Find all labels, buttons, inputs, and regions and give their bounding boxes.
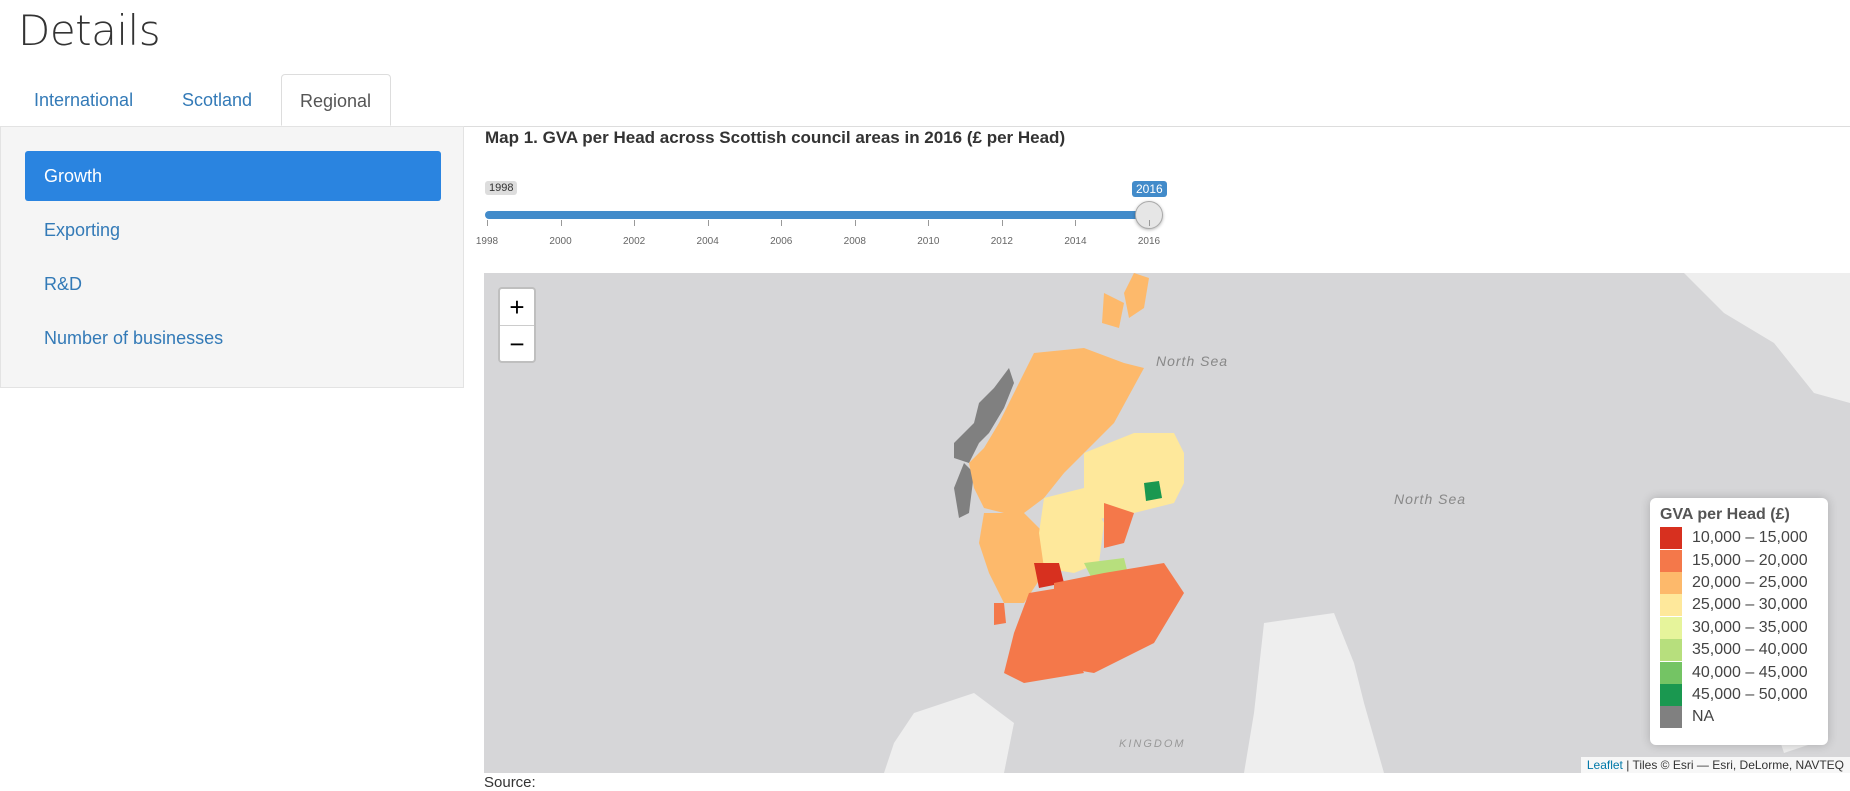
slider-tick (707, 220, 709, 226)
angus-region (1104, 503, 1134, 548)
dumfries-region (1004, 588, 1084, 683)
slider-tick-label: 2006 (770, 236, 793, 247)
leaflet-link[interactable]: Leaflet (1586, 758, 1623, 772)
legend-item: 35,000 – 40,000 (1660, 639, 1818, 662)
legend-swatch (1660, 527, 1682, 550)
legend-label: 10,000 – 15,000 (1692, 529, 1808, 547)
legend-label: 35,000 – 40,000 (1692, 641, 1808, 659)
slider-tick (1149, 220, 1150, 226)
slider-tick-label: 2000 (549, 236, 572, 247)
slider-tick-label: 2002 (622, 236, 646, 247)
legend-item: 40,000 – 45,000 (1660, 661, 1818, 684)
legend-label: 15,000 – 20,000 (1692, 551, 1808, 569)
legend-title: GVA per Head (£) (1660, 506, 1790, 523)
slider-tick (487, 220, 488, 226)
slider-tick-label: 2016 (1137, 236, 1161, 247)
legend-label: 30,000 – 35,000 (1692, 618, 1808, 636)
map-title: Map 1. GVA per Head across Scottish coun… (485, 128, 1066, 147)
legend-label: NA (1692, 708, 1715, 726)
sidebar-item-exporting[interactable]: Exporting (44, 220, 121, 240)
legend-label: 20,000 – 25,000 (1692, 573, 1808, 591)
legend-item: 30,000 – 35,000 (1660, 616, 1818, 639)
tab-bar: International Scotland Regional (16, 74, 1850, 127)
england-land (1244, 613, 1384, 773)
legend-label: 25,000 – 30,000 (1692, 596, 1808, 614)
slider-tick (928, 220, 930, 226)
sidebar: Growth Exporting R&D Number of businesse… (0, 126, 464, 388)
arran-region (994, 603, 1006, 625)
slider-tick-label: 2012 (990, 236, 1013, 247)
glasgow-region (1034, 563, 1064, 588)
legend-label: 45,000 – 50,000 (1692, 685, 1808, 703)
legend-item: 25,000 – 30,000 (1660, 594, 1818, 617)
slider-tick-label: 1998 (475, 236, 499, 247)
slider-tick-label: 2004 (696, 236, 719, 247)
year-slider[interactable]: 1998 2016 1998 2000 2002 2004 2006 2008 2010 20… (476, 176, 1167, 256)
tab-international[interactable]: International (34, 90, 134, 110)
legend-item: 45,000 – 50,000 (1660, 683, 1818, 706)
slider-tick (781, 220, 783, 226)
scandinavia-land (1684, 273, 1850, 403)
zoom-out-button[interactable]: − (509, 329, 525, 359)
legend-item: 20,000 – 25,000 (1660, 571, 1818, 594)
legend-label: 40,000 – 45,000 (1692, 663, 1808, 681)
borders-region (1054, 563, 1184, 673)
slider-tick-label: 2008 (843, 236, 866, 247)
aberdeen-region (1144, 481, 1162, 501)
page-title: Details (18, 6, 161, 55)
perth-region (1039, 488, 1104, 573)
legend-swatch (1660, 683, 1682, 706)
slider-tick (1001, 220, 1003, 226)
shetland-region (1124, 273, 1149, 318)
zoom-in-button[interactable]: + (500, 289, 534, 326)
legend-swatch (1660, 661, 1682, 684)
highland-region (969, 348, 1144, 513)
sea-label-north-sea-2: North Sea (1394, 491, 1467, 507)
country-label-kingdom: KINGDOM (1119, 738, 1186, 750)
legend-item: 15,000 – 20,000 (1660, 549, 1818, 572)
slider-min-label: 1998 (485, 181, 518, 195)
argyll-region (979, 513, 1044, 603)
sidebar-item-number-of-businesses[interactable]: Number of businesses (44, 328, 224, 348)
slider-tick-label: 2014 (1064, 236, 1087, 247)
map-canvas[interactable] (484, 273, 1850, 773)
ireland-land (884, 693, 1014, 773)
legend-swatch (1660, 639, 1682, 662)
legend-swatch (1660, 594, 1682, 617)
legend-item: 10,000 – 15,000 (1660, 527, 1818, 550)
slider-value-label: 2016 (1132, 181, 1167, 197)
zoom-control: + − (498, 287, 536, 363)
attribution-text: | Tiles © Esri — Esri, DeLorme, NAVTEQ (1622, 758, 1844, 772)
slider-tick (1075, 220, 1077, 226)
source-label: Source: (484, 774, 536, 791)
sidebar-item-growth[interactable]: Growth (25, 151, 441, 201)
slider-tick (560, 220, 562, 226)
tab-regional[interactable]: Regional (281, 74, 391, 126)
slider-tick (634, 220, 636, 226)
legend-swatch (1660, 706, 1682, 729)
sidebar-item-rd[interactable]: R&D (44, 274, 83, 294)
sea-label-north-sea: North Sea (1156, 353, 1229, 369)
tab-scotland[interactable]: Scotland (182, 90, 253, 110)
western-isles-south-region (954, 463, 974, 518)
slider-track[interactable] (485, 211, 1151, 219)
legend-swatch (1660, 549, 1682, 572)
moray-region (1084, 433, 1184, 523)
legend-swatch (1660, 616, 1682, 639)
slider-tick (854, 220, 856, 226)
western-isles-region (954, 368, 1014, 463)
slider-tick-label: 2010 (917, 236, 940, 247)
map-attribution: Leaflet | Tiles © Esri — Esri, DeLorme, … (1580, 757, 1850, 773)
map-container[interactable]: North Sea North Sea KINGDOM + − GVA per … (484, 273, 1850, 773)
map-legend: GVA per Head (£) 10,000 – 15,000 15,000 –… (1650, 498, 1828, 745)
legend-item: NA (1660, 706, 1818, 729)
legend-swatch (1660, 571, 1682, 594)
orkney-region (1102, 293, 1124, 328)
